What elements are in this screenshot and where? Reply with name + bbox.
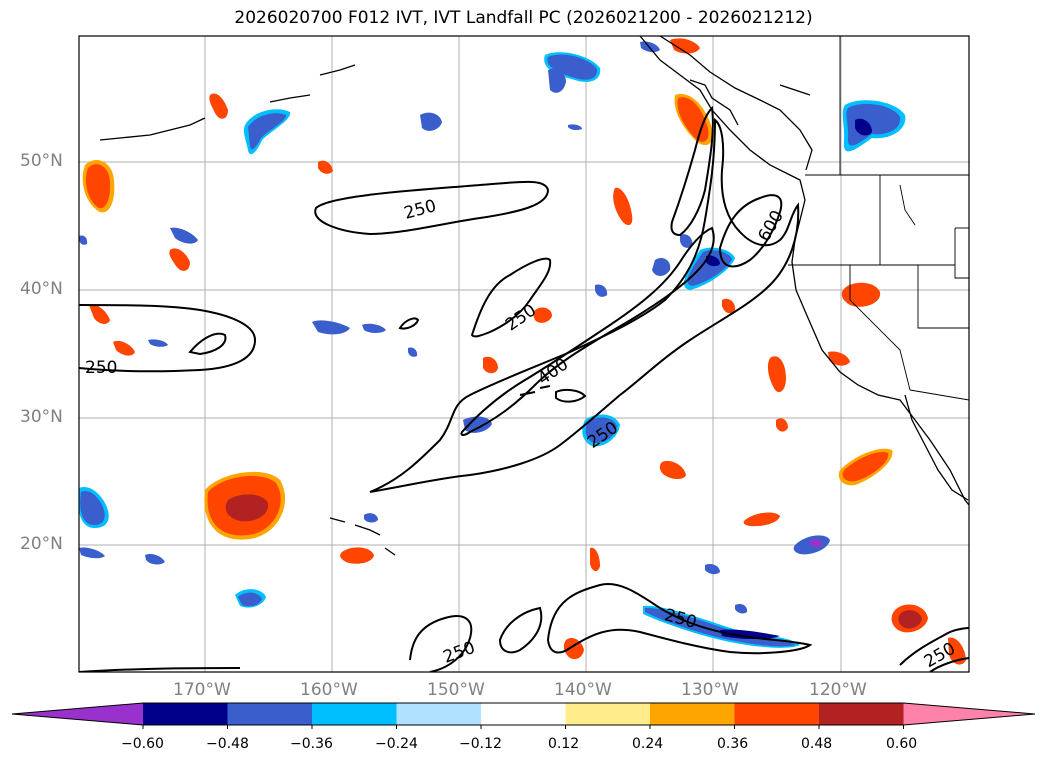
contour-label-250-c: 250 (85, 358, 117, 378)
colorbar-segment (481, 703, 566, 725)
map-title: 2026020700 F012 IVT, IVT Landfall PC (20… (234, 8, 813, 28)
colorbar-extend-max (903, 703, 1035, 725)
colorbar-segment (565, 703, 651, 725)
colorbar-tick-label: −0.48 (206, 736, 249, 752)
lat-label-20n: 20°N (20, 534, 63, 554)
colorbar-segment (143, 703, 228, 725)
colorbar-segment (312, 703, 397, 725)
colorbar-segment (734, 703, 820, 725)
colorbar-segment (396, 703, 482, 725)
colorbar-extend-min (12, 703, 143, 725)
colorbar-segment (650, 703, 735, 725)
coastlines (99, 36, 969, 556)
lon-label-130w: 130°W (681, 680, 739, 700)
colorbar-segment (227, 703, 313, 725)
ivt-contours (79, 105, 969, 672)
colorbar (11, 702, 1036, 729)
colorbar-tick-label: 0.36 (717, 736, 749, 752)
lon-label-120w: 120°W (809, 680, 867, 700)
lon-label-160w: 160°W (300, 680, 358, 700)
colorbar-tick-label: −0.24 (375, 736, 418, 752)
lat-label-40n: 40°N (20, 279, 63, 299)
colorbar-tick-label: −0.12 (459, 736, 502, 752)
colorbar-tick-label: 0.60 (886, 736, 918, 752)
plot-frame (78, 35, 970, 673)
plot-area (79, 36, 969, 672)
colorbar-tick-label: −0.36 (290, 736, 333, 752)
lon-label-140w: 140°W (554, 680, 612, 700)
anomaly-fill-positive (82, 38, 966, 665)
colorbar-tick-label: 0.24 (632, 736, 664, 752)
colorbar-tick-label: −0.60 (121, 736, 164, 752)
lon-label-170w: 170°W (173, 680, 231, 700)
lat-label-50n: 50°N (20, 151, 63, 171)
boundaries (788, 36, 969, 401)
lat-label-30n: 30°N (20, 407, 63, 427)
lon-label-150w: 150°W (427, 680, 485, 700)
colorbar-tick-label: 0.48 (801, 736, 833, 752)
colorbar-tick-label: 0.12 (548, 736, 580, 752)
colorbar-segment (819, 703, 904, 725)
anomaly-fill-negative (79, 41, 906, 648)
